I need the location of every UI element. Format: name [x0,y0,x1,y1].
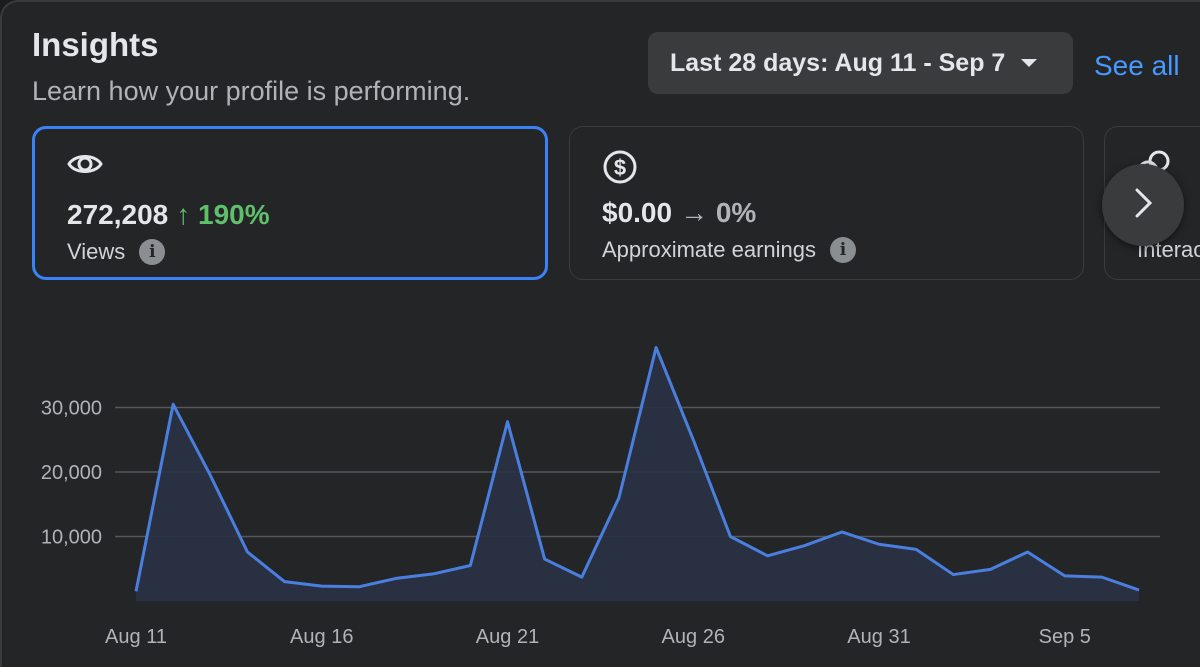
info-icon[interactable]: i [830,237,857,263]
chevron-right-icon [1130,186,1156,225]
data-point[interactable] [876,541,882,547]
x-tick-label: Aug 21 [476,626,539,648]
data-point[interactable] [690,437,696,443]
x-tick-label: Aug 31 [847,626,910,648]
views-card[interactable]: 272,208 ↑ 190% Views i [32,126,548,280]
data-point[interactable] [467,563,473,569]
data-point[interactable] [950,572,956,578]
info-icon[interactable]: i [139,239,166,265]
data-point[interactable] [1136,587,1142,593]
data-point[interactable] [244,549,250,555]
data-point[interactable] [505,419,511,425]
eye-icon [67,151,103,182]
data-point[interactable] [913,546,919,552]
x-tick-label: Aug 16 [290,626,353,648]
data-point[interactable] [207,472,213,478]
data-point[interactable] [356,584,362,590]
page-subtitle: Learn how your profile is performing. [32,76,471,106]
data-point[interactable] [839,529,845,535]
data-point[interactable] [1099,574,1105,580]
data-point[interactable] [282,579,288,585]
data-point[interactable] [653,345,659,351]
caret-down-icon [1021,59,1038,67]
x-tick-label: Aug 26 [662,626,725,648]
svg-text:$: $ [614,155,626,180]
x-tick-label: Sep 5 [1039,626,1091,648]
views-area [136,347,1140,601]
data-point[interactable] [765,553,771,559]
next-cards-button[interactable] [1102,164,1184,246]
views-label: Views [67,239,126,264]
date-range-label: Last 28 days: Aug 11 - Sep 7 [670,48,1006,77]
views-value: 272,208 ↑ 190% [67,199,270,230]
data-point[interactable] [802,543,808,549]
earnings-change: → 0% [680,197,757,228]
data-point[interactable] [133,588,139,594]
data-point[interactable] [616,495,622,501]
earnings-card[interactable]: $ $0.00 → 0% Approximate earnings i [569,126,1084,280]
data-point[interactable] [1062,573,1068,579]
earnings-label: Approximate earnings [602,237,817,262]
data-point[interactable] [170,401,176,407]
views-chart: 30,000 20,000 10,000 Aug 11 Aug 16 Aug 21 Aug … [41,345,1160,648]
see-all-link[interactable]: See all [1094,50,1180,81]
views-line [134,346,1140,592]
data-point[interactable] [542,556,548,562]
data-point[interactable] [579,574,585,580]
data-point[interactable] [393,575,399,581]
data-point[interactable] [727,534,733,540]
x-tick-label: Aug 11 [105,626,167,648]
y-tick-label: 30,000 [41,398,102,420]
data-point[interactable] [1025,549,1031,555]
dollar-icon: $ [602,149,638,190]
data-point[interactable] [430,571,436,577]
date-range-dropdown[interactable]: Last 28 days: Aug 11 - Sep 7 [648,32,1073,94]
y-tick-label: 10,000 [41,527,102,549]
views-change: ↑ 190% [176,199,270,230]
y-tick-label: 20,000 [41,462,102,484]
page-title: Insights [32,26,159,63]
data-point[interactable] [319,583,325,589]
data-point[interactable] [987,566,993,572]
earnings-value: $0.00 → 0% [602,197,757,228]
